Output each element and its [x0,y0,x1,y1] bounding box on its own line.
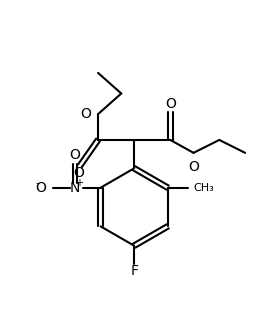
Text: +: + [76,178,84,188]
Text: F: F [130,264,138,278]
Text: O: O [165,97,176,111]
Text: O: O [73,166,84,180]
Text: O: O [80,107,91,121]
Text: O: O [36,181,46,195]
Text: O: O [69,149,80,162]
Text: O: O [188,160,199,174]
Text: CH₃: CH₃ [194,183,214,193]
Text: -: - [35,178,39,188]
Text: N: N [70,181,80,195]
